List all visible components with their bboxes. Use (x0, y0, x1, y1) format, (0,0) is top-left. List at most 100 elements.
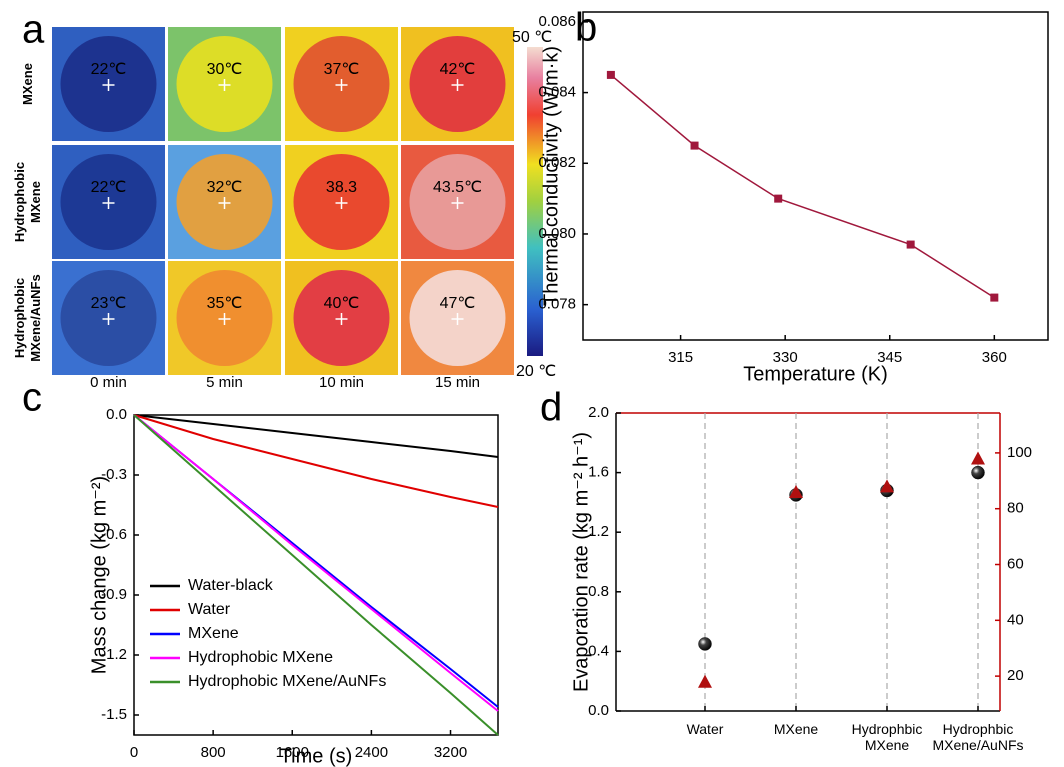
data-point (990, 293, 999, 302)
temperature-label: 32℃ (207, 179, 243, 196)
temperature-label: 38.3 (326, 179, 357, 196)
crosshair (102, 313, 115, 325)
x-tick-label: 800 (201, 744, 226, 761)
crosshair (218, 79, 231, 91)
temperature-label: 22℃ (91, 179, 127, 196)
temperature-label: 40℃ (324, 295, 360, 312)
row-label: Hydrophobic MXene/AuNFs (12, 274, 43, 362)
row-label: MXene (20, 63, 35, 105)
y-tick-label: 100 (1007, 444, 1032, 461)
data-point (698, 637, 712, 651)
y-tick-label: 1.2 (588, 523, 609, 540)
data-point (690, 141, 699, 150)
panel-letter: a (22, 8, 45, 52)
data-point (971, 451, 985, 465)
crosshair (218, 313, 231, 325)
crosshair (451, 79, 464, 91)
y-tick-label: 0.0 (106, 406, 127, 423)
y-tick-label: 0.086 (538, 13, 576, 30)
y-tick-label: -0.9 (101, 586, 127, 603)
crosshair (218, 197, 231, 209)
temperature-label: 35℃ (207, 295, 243, 312)
x-axis-title: Time (s) (280, 745, 353, 767)
x-tick-label: Water (686, 721, 724, 737)
temperature-label: 42℃ (440, 61, 476, 78)
crosshair (451, 313, 464, 325)
x-tick-label: 315 (668, 349, 693, 366)
y-tick-label: 20 (1007, 667, 1024, 684)
y-tick-label: 40 (1007, 611, 1024, 628)
colorbar-label: 20 ℃ (516, 363, 556, 380)
x-tick-label: 330 (773, 349, 798, 366)
x-tick-label: 345 (877, 349, 902, 366)
x-tick-label: Hydrophbic MXene/AuNFs (932, 721, 1024, 753)
y-tick-label: -1.5 (101, 706, 127, 723)
temperature-label: 37℃ (324, 61, 360, 78)
y-tick-label: 0.082 (538, 154, 576, 171)
legend-label: Water-black (188, 577, 274, 594)
data-point (906, 240, 915, 249)
temperature-label: 23℃ (91, 295, 127, 312)
y-axis-title: Thermal conductivity (W/m·k) (540, 46, 562, 306)
plot-frame (133, 414, 499, 736)
panel-letter: c (22, 376, 42, 420)
y-tick-label: 2.0 (588, 404, 609, 421)
y-tick-label: 0.8 (588, 583, 609, 600)
data-line (133, 414, 499, 458)
legend-label: Hydrophobic MXene (188, 649, 333, 666)
plot-frame (582, 11, 1049, 341)
x-tick-label: Hydrophbic MXene (851, 721, 923, 753)
legend-label: Water (188, 601, 231, 618)
crosshair (102, 197, 115, 209)
data-point (971, 465, 985, 480)
data-point (880, 479, 894, 493)
column-label: 0 min (90, 374, 127, 391)
column-label: 5 min (206, 374, 243, 391)
y-tick-label: 0.4 (588, 642, 609, 659)
temperature-label: 30℃ (207, 61, 243, 78)
panel-letter: d (540, 386, 562, 430)
column-label: 10 min (319, 374, 364, 391)
data-line (133, 414, 499, 712)
temperature-label: 22℃ (91, 61, 127, 78)
panel-letter: b (575, 6, 597, 50)
y-tick-label: -1.2 (101, 646, 127, 663)
data-point (774, 194, 783, 203)
colorbar (527, 47, 543, 356)
crosshair (451, 197, 464, 209)
x-tick-label: MXene (773, 721, 819, 737)
y-tick-label: 0.080 (538, 225, 576, 242)
temperature-label: 43.5℃ (433, 179, 482, 196)
x-axis-title: Temperature (K) (743, 363, 888, 385)
y-axis-title: Evaporation rate (kg m⁻² h⁻¹) (570, 432, 592, 692)
data-line (610, 74, 995, 299)
data-point (606, 70, 615, 79)
crosshair (102, 79, 115, 91)
colorbar-label: 50 ℃ (512, 29, 552, 46)
x-tick-label: 3200 (434, 744, 467, 761)
x-tick-label: 0 (130, 744, 138, 761)
x-tick-label: 360 (982, 349, 1007, 366)
x-tick-label: 1600 (276, 744, 309, 761)
column-label: 15 min (435, 374, 480, 391)
x-tick-label: 2400 (355, 744, 388, 761)
y-tick-label: 0.084 (538, 84, 576, 101)
crosshair (335, 313, 348, 325)
y-tick-label: 80 (1007, 500, 1024, 517)
y-tick-label: 1.6 (588, 464, 609, 481)
crosshair (335, 79, 348, 91)
data-line (133, 414, 499, 508)
crosshair (335, 197, 348, 209)
legend-label: Hydrophobic MXene/AuNFs (188, 673, 386, 690)
data-point (698, 674, 712, 688)
y-tick-label: 60 (1007, 555, 1024, 572)
y-tick-label: 0.078 (538, 296, 576, 313)
y-axis-title: Mass change (kg m⁻²) (88, 476, 110, 674)
legend-label: MXene (188, 625, 239, 642)
y-tick-label: -0.3 (101, 466, 127, 483)
temperature-label: 47℃ (440, 295, 476, 312)
y-tick-label: -0.6 (101, 526, 127, 543)
data-point (789, 484, 803, 498)
